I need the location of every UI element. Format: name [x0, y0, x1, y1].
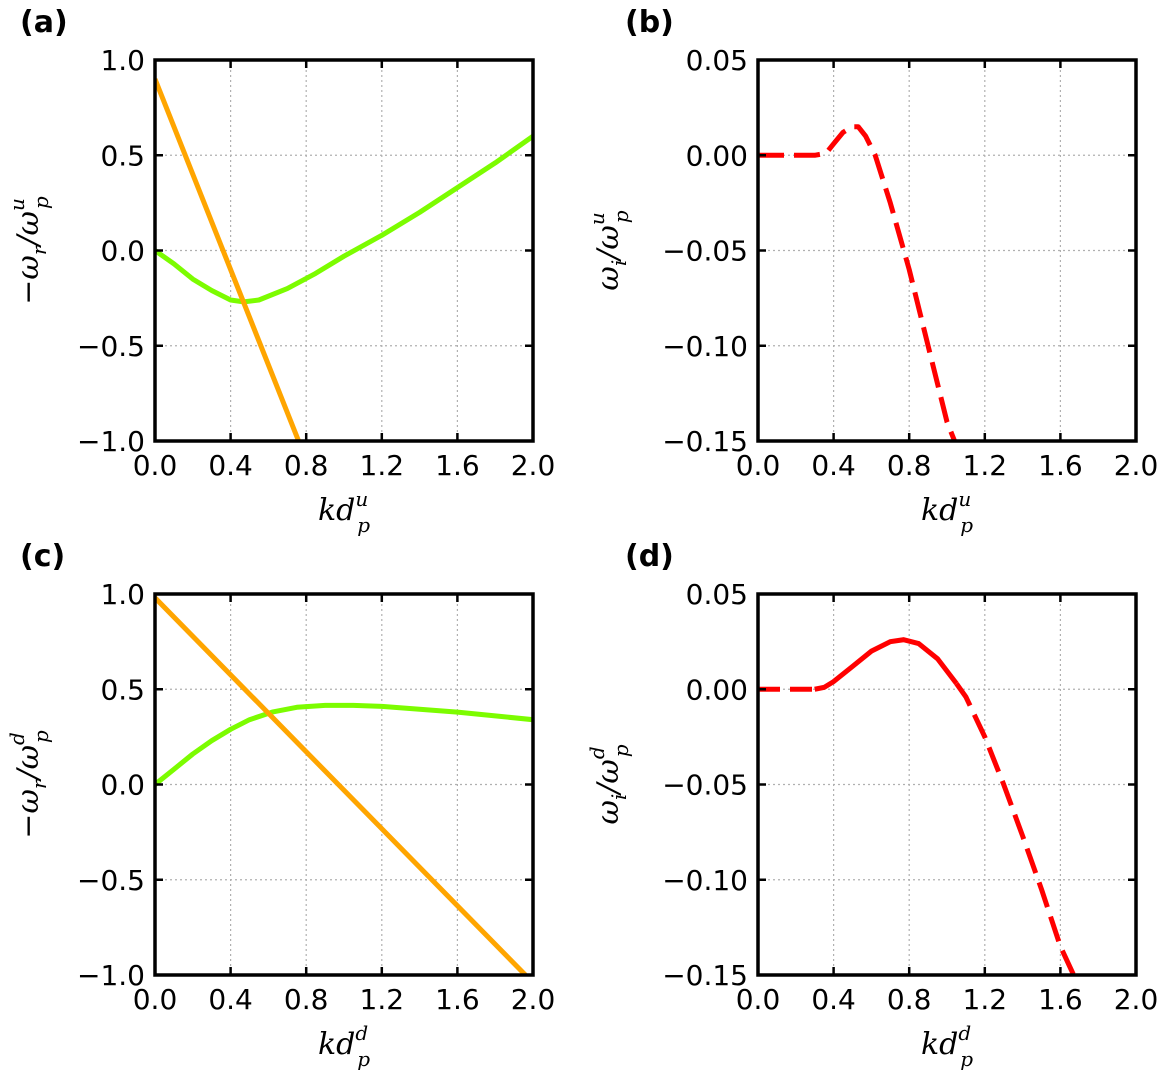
x-tick-label: 1.6 [435, 983, 480, 1016]
panel-a: 0.0 0.4 0.8 1.2 1.6 2.0 1.0 0.5 0.0 −0.5 −1.0 (a) kd… [5, 5, 555, 537]
x-tick-label: 0.4 [811, 983, 856, 1016]
panel-label: (a) [20, 5, 68, 40]
x-tick-label: 1.2 [360, 449, 405, 482]
x-tick-label: 1.2 [360, 983, 405, 1016]
y-axis-label: −ωr/ωdp [5, 730, 53, 839]
y-tick-label: −0.10 [662, 330, 748, 363]
y-tick-label: 0.05 [686, 44, 748, 77]
x-axis-label: kdd p [921, 1021, 973, 1071]
x-axis-label: kdd p [318, 1021, 370, 1071]
x-tick-label: 0.4 [811, 449, 856, 482]
x-tick-label: 1.2 [963, 983, 1008, 1016]
y-tick-label: 0.0 [100, 235, 145, 268]
y-axis-label: ωi/ωdp [585, 744, 633, 824]
y-tick-label: 1.0 [100, 578, 145, 611]
x-tick-label: 0.8 [887, 983, 932, 1016]
x-tick-label: 0.8 [284, 449, 329, 482]
x-tick-label: 2.0 [511, 449, 556, 482]
y-tick-label: −0.05 [662, 769, 748, 802]
y-tick-label: −0.15 [662, 425, 748, 458]
series-line-red-dashed [758, 124, 957, 441]
y-axis-label: −ωr/ωup [5, 196, 53, 305]
y-tick-label: −1.0 [77, 425, 145, 458]
panel-b: 0.0 0.4 0.8 1.2 1.6 2.0 0.05 0.00 −0.05 −0.10 −0.1… [585, 5, 1158, 537]
series-line-red-solid [814, 637, 959, 692]
y-tick-label: 1.0 [100, 44, 145, 77]
x-tick-label: 2.0 [1114, 449, 1159, 482]
x-axis-label: kdu p [318, 487, 370, 537]
x-tick-label: 0.0 [133, 983, 178, 1016]
x-tick-label: 0.4 [208, 449, 253, 482]
x-tick-label: 0.0 [133, 449, 178, 482]
y-tick-label: 0.5 [100, 673, 145, 706]
y-tick-label: 0.0 [100, 769, 145, 802]
x-tick-label: 1.6 [1038, 983, 1083, 1016]
y-tick-label: −0.15 [662, 959, 748, 992]
y-tick-label: −0.10 [662, 864, 748, 897]
y-tick-label: −0.5 [77, 330, 145, 363]
x-tick-label: 0.0 [736, 983, 781, 1016]
x-tick-label: 1.2 [963, 449, 1008, 482]
panel-d: 0.0 0.4 0.8 1.2 1.6 2.0 0.05 0.00 −0.05 −0.10 −0.1… [585, 539, 1158, 1071]
y-tick-label: −0.5 [77, 864, 145, 897]
series-line-green [155, 702, 533, 787]
x-tick-label: 2.0 [511, 983, 556, 1016]
panel-c: 0.0 0.4 0.8 1.2 1.6 2.0 1.0 0.5 0.0 −0.5 −1.0 (c) kd… [5, 539, 555, 1071]
panel-label: (d) [625, 539, 674, 574]
y-tick-label: −0.05 [662, 235, 748, 268]
x-tick-label: 1.6 [1038, 449, 1083, 482]
panel-label: (c) [20, 539, 65, 574]
series-line-green [155, 134, 533, 305]
y-tick-label: 0.00 [686, 139, 748, 172]
x-tick-label: 0.8 [887, 449, 932, 482]
y-tick-label: 0.00 [686, 673, 748, 706]
x-tick-label: 0.0 [736, 449, 781, 482]
y-tick-label: 0.05 [686, 578, 748, 611]
y-axis-label: ωi/ωup [585, 210, 633, 290]
series-line-orange [155, 78, 301, 441]
x-tick-label: 0.8 [284, 983, 329, 1016]
series-line-red-dashed [954, 682, 1076, 975]
y-tick-label: −1.0 [77, 959, 145, 992]
x-tick-label: 2.0 [1114, 983, 1159, 1016]
y-tick-label: 0.5 [100, 139, 145, 172]
x-axis-label: kdu p [921, 487, 973, 537]
series-line-orange [155, 596, 528, 975]
panel-label: (b) [625, 5, 674, 40]
x-tick-label: 1.6 [435, 449, 480, 482]
x-tick-label: 0.4 [208, 983, 253, 1016]
